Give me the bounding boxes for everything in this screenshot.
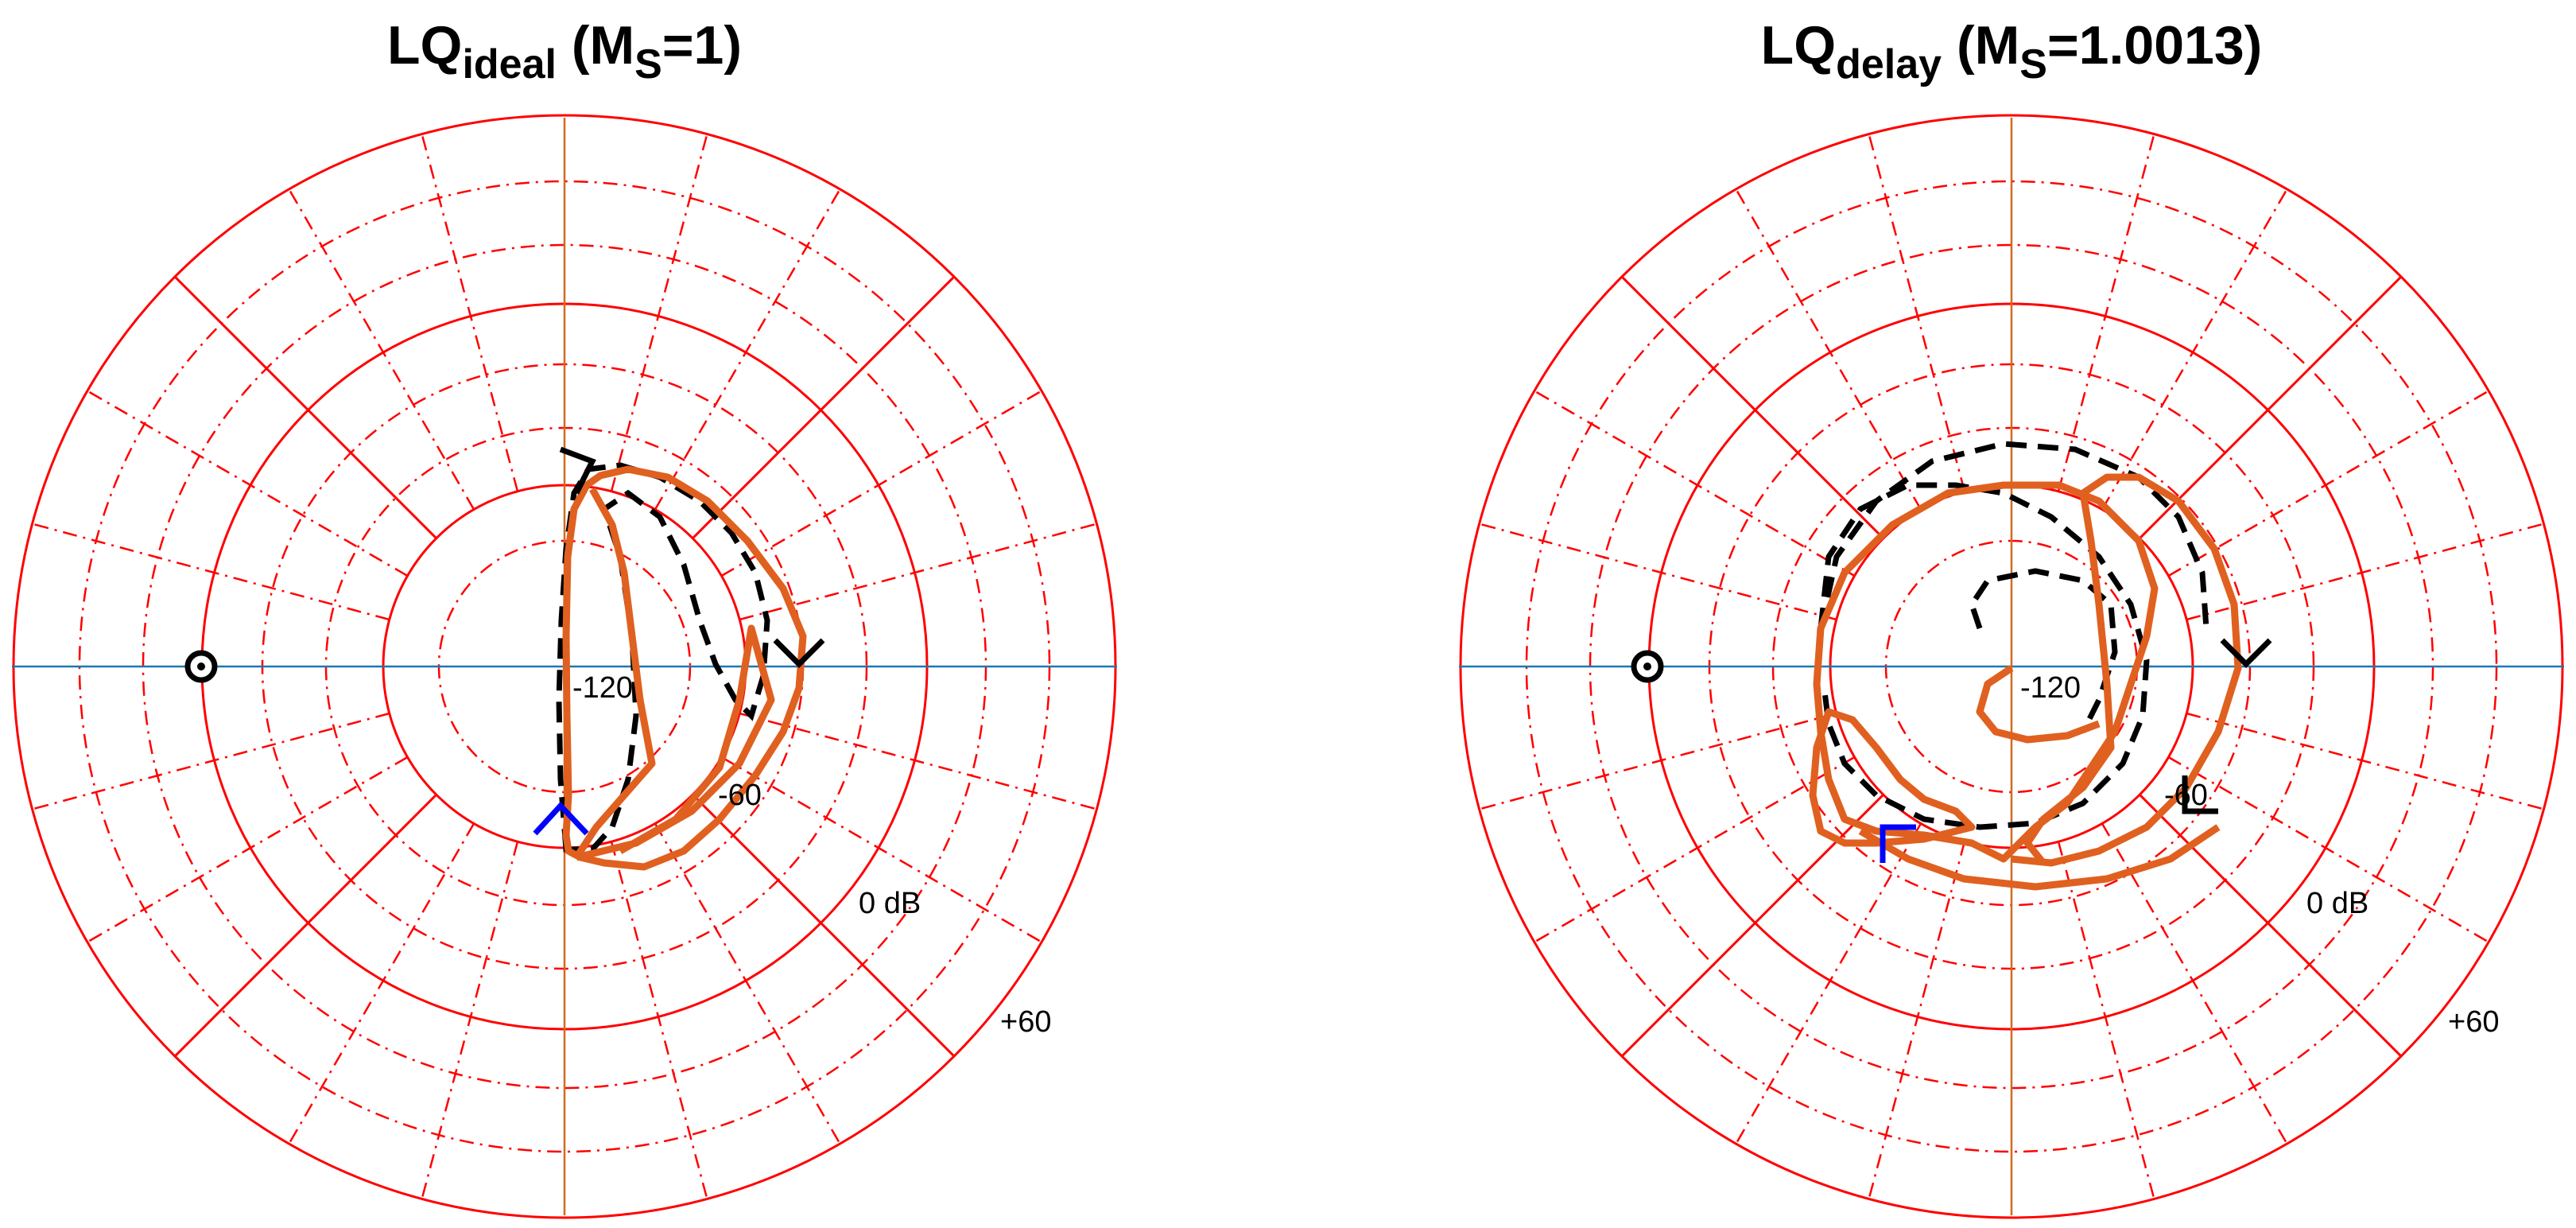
radial-tick-label: 0 dB: [859, 887, 921, 920]
grid-spoke-dashed: [654, 188, 841, 511]
frequency-marker-right: [2220, 638, 2272, 668]
critical-point-marker: [184, 650, 218, 683]
grid-spoke-dashed: [32, 712, 390, 810]
title-paren-open: (M: [1942, 15, 2019, 76]
grid-spoke-dashed: [1868, 134, 1966, 492]
grid-spoke-dashed: [2101, 822, 2288, 1144]
grid-spoke-dashed: [610, 134, 708, 492]
grid-spoke-dashed: [2167, 390, 2489, 577]
grid-spoke-dashed: [2101, 188, 2288, 511]
radial-tick-label: 0 dB: [2306, 887, 2368, 920]
grid-spoke-dashed: [2186, 523, 2544, 621]
grid-spoke-dashed: [421, 841, 519, 1199]
title-paren-close: =1.0013): [2047, 15, 2262, 76]
frequency-marker-bottom: [2182, 775, 2218, 814]
orange-loop-curve: [562, 465, 807, 871]
grid-spoke-dashed: [1479, 712, 1837, 810]
grid-spoke-solid: [692, 794, 956, 1058]
chart-panel-delay: LQdelay (MS=1.0013) -120 -60 0 dB +60: [1459, 15, 2564, 1219]
grid-spoke-dashed: [288, 188, 475, 511]
title-paren-open: (M: [557, 15, 634, 76]
radial-tick-label: -60: [718, 779, 762, 812]
grid-spoke-dashed: [1735, 822, 1922, 1144]
title-subscript: ideal: [462, 41, 557, 87]
grid-spoke-dashed: [654, 822, 841, 1144]
title-subscript: delay: [1836, 41, 1942, 87]
grid-spoke-solid: [173, 275, 437, 539]
grid-spoke-dashed: [1868, 841, 1966, 1199]
radial-tick-label: -60: [2164, 779, 2208, 812]
orange-small-loop: [1976, 665, 2101, 744]
grid-spoke-solid: [692, 275, 956, 539]
grid-spoke-dashed: [739, 523, 1097, 621]
orange-loop-curve: [1813, 473, 2242, 867]
grid-spoke-dashed: [1735, 188, 1922, 511]
chart-title-delay: LQdelay (MS=1.0013): [1761, 15, 2263, 87]
grid-spoke-solid: [1620, 794, 1884, 1058]
title-paren-subscript: S: [634, 41, 662, 87]
title-paren-close: =1): [662, 15, 742, 76]
grid-spoke-solid: [173, 794, 437, 1058]
grid-spoke-dashed: [2186, 712, 2544, 810]
chart-title-ideal: LQideal (MS=1): [387, 15, 742, 87]
radial-tick-label: -120: [572, 671, 633, 705]
start-marker: [1880, 824, 1916, 863]
radial-tick-label: +60: [1000, 1005, 1051, 1039]
critical-point-marker: [1631, 650, 1664, 683]
grid-spoke-solid: [2139, 275, 2403, 539]
grid-spoke-dashed: [2057, 841, 2155, 1199]
grid-spoke-dashed: [87, 756, 409, 943]
grid-spoke-solid: [1620, 275, 1884, 539]
title-main: LQ: [387, 15, 462, 76]
orange-outer-curve: [1809, 708, 2221, 891]
grid-spoke-dashed: [610, 841, 708, 1199]
grid-spoke-dashed: [421, 134, 519, 492]
grid-spoke-solid: [2139, 794, 2403, 1058]
chart-panel-ideal: LQideal (MS=1) -120 -60 0 dB +60: [12, 15, 1117, 1219]
grid-spoke-dashed: [2167, 756, 2489, 943]
title-main: LQ: [1761, 15, 1836, 76]
grid-spoke-dashed: [2057, 134, 2155, 492]
grid-spoke-dashed: [87, 390, 409, 577]
grid-spoke-dashed: [32, 523, 390, 621]
grid-spoke-dashed: [1534, 756, 1856, 943]
title-paren-subscript: S: [2019, 41, 2047, 87]
grid-spoke-dashed: [720, 756, 1042, 943]
radial-tick-label: +60: [2448, 1005, 2499, 1039]
frequency-marker-right: [773, 638, 825, 668]
grid-spoke-dashed: [739, 712, 1097, 810]
start-marker: [533, 801, 589, 836]
radial-tick-label: -120: [2020, 671, 2081, 705]
grid-spoke-dashed: [1479, 523, 1837, 621]
grid-spoke-dashed: [288, 822, 475, 1144]
grid-spoke-dashed: [1534, 390, 1856, 577]
grid-spoke-dashed: [720, 390, 1042, 577]
frequency-marker-top: [559, 446, 596, 495]
